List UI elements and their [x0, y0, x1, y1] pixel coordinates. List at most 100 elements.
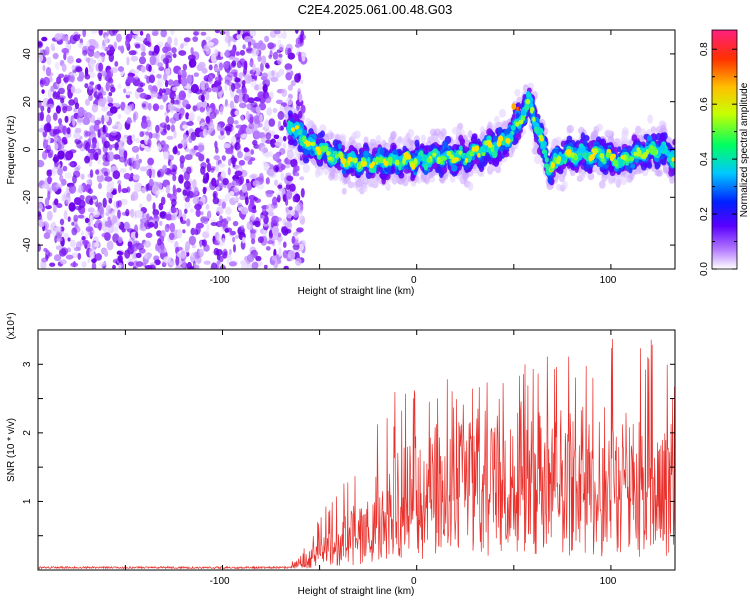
noise-blob [181, 260, 186, 269]
noise-blob [210, 222, 218, 226]
noise-blob [205, 115, 211, 125]
noise-blob [236, 60, 243, 69]
noise-blob [218, 163, 226, 168]
noise-blob [251, 48, 259, 57]
spectral-blob [514, 88, 521, 97]
spectral-blob [385, 183, 391, 191]
noise-blob [38, 221, 45, 228]
noise-blob [68, 71, 72, 76]
noise-blob [49, 262, 56, 267]
noise-blob [139, 30, 144, 36]
noise-blob [92, 210, 100, 218]
noise-blob [183, 180, 191, 190]
noise-blob [101, 106, 108, 112]
noise-blob [73, 97, 79, 105]
noise-blob [264, 152, 271, 159]
noise-blob [226, 216, 232, 222]
spectral-blob [355, 179, 362, 188]
noise-blob [78, 184, 84, 194]
noise-blob [186, 261, 192, 269]
noise-blob [167, 154, 174, 161]
noise-blob [85, 230, 89, 240]
noise-blob [240, 224, 245, 230]
noise-blob [209, 180, 217, 191]
noise-blob [258, 42, 267, 51]
noise-blob [45, 66, 52, 77]
noise-blob [74, 166, 80, 172]
noise-blob [257, 236, 264, 244]
noise-blob [153, 44, 160, 54]
noise-blob [209, 111, 217, 119]
noise-blob [199, 106, 205, 113]
noise-blob [68, 162, 75, 167]
noise-blob [116, 250, 122, 255]
noise-blob [131, 145, 140, 153]
noise-blob [195, 209, 201, 218]
noise-blob [104, 250, 109, 257]
spectral-blob [660, 124, 667, 133]
noise-blob [246, 254, 255, 263]
noise-blob [93, 123, 100, 132]
noise-blob [280, 125, 284, 130]
noise-blob [245, 178, 250, 184]
noise-blob [265, 246, 271, 251]
noise-blob [43, 232, 51, 240]
noise-blob [284, 228, 292, 234]
noise-blob [106, 95, 112, 100]
spectral-blob [341, 187, 347, 195]
noise-blob [98, 76, 102, 82]
noise-blob [230, 135, 237, 146]
noise-blob [172, 86, 178, 92]
noise-blob [131, 191, 139, 201]
noise-blob [234, 170, 243, 177]
noise-blob [178, 50, 187, 56]
spectral-blob [414, 139, 420, 147]
noise-blob [54, 61, 60, 70]
noise-blob [91, 242, 96, 252]
noise-blob [227, 116, 235, 126]
noise-blob [117, 209, 121, 219]
noise-blob [88, 39, 96, 44]
noise-blob [104, 226, 113, 232]
noise-blob [157, 143, 162, 153]
noise-blob [223, 143, 231, 149]
noise-blob [181, 77, 188, 87]
noise-blob [92, 141, 96, 149]
noise-blob [151, 169, 156, 179]
noise-blob [179, 155, 185, 164]
noise-blob [180, 250, 186, 259]
noise-blob [114, 142, 119, 151]
noise-blob [58, 118, 63, 125]
noise-blob [278, 247, 282, 257]
noise-blob [229, 230, 236, 236]
noise-blob [157, 238, 162, 246]
noise-blob [290, 209, 295, 216]
spectral-blob [595, 123, 604, 132]
noise-blob [268, 237, 273, 242]
noise-blob [193, 31, 199, 36]
noise-blob [252, 115, 261, 125]
noise-blob [124, 105, 131, 115]
noise-blob [231, 69, 238, 75]
noise-blob [57, 150, 65, 160]
noise-blob [38, 243, 41, 252]
noise-blob [145, 232, 153, 239]
noise-blob [103, 171, 109, 177]
noise-blob [259, 114, 263, 123]
noise-blob [134, 69, 140, 74]
noise-blob [232, 236, 236, 243]
noise-blob [200, 94, 205, 103]
noise-blob [56, 91, 61, 98]
noise-blob [185, 112, 190, 120]
noise-blob [147, 102, 152, 111]
noise-blob [265, 62, 270, 69]
noise-blob [289, 183, 296, 192]
noise-blob [220, 51, 224, 58]
noise-blob [232, 220, 239, 227]
noise-blob [298, 209, 303, 214]
noise-blob [239, 195, 246, 201]
noise-blob [205, 36, 212, 41]
noise-blob [84, 155, 91, 164]
noise-blob [240, 114, 245, 122]
